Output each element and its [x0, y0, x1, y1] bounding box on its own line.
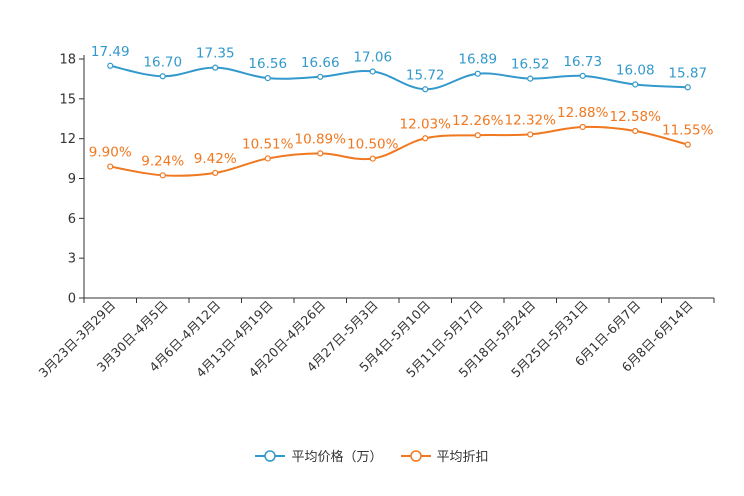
data-label-1-0: 9.90%	[89, 145, 132, 161]
data-label-1-7: 12.26%	[452, 113, 504, 129]
legend-item-discount[interactable]: 平均折扣	[400, 446, 489, 465]
data-point-1-6[interactable]	[422, 135, 429, 142]
y-tick-label: 18	[59, 53, 76, 68]
legend-line-circle-icon	[255, 449, 286, 462]
data-point-0-3[interactable]	[264, 75, 271, 82]
y-tick-label: 0	[68, 292, 76, 307]
data-label-1-9: 12.88%	[557, 105, 609, 121]
data-point-1-9[interactable]	[579, 123, 586, 131]
series-line-0	[110, 64, 688, 91]
data-point-1-2[interactable]	[212, 169, 219, 177]
y-tick-label: 15	[59, 92, 76, 107]
data-point-1-10[interactable]	[632, 127, 639, 135]
data-label-0-6: 15.72	[406, 67, 445, 83]
data-point-1-3[interactable]	[264, 155, 271, 162]
y-tick-label: 9	[68, 172, 76, 187]
data-label-1-6: 12.03%	[400, 116, 452, 132]
data-label-0-9: 16.73	[563, 54, 602, 70]
data-label-0-3: 16.56	[248, 56, 287, 72]
data-point-0-0[interactable]	[107, 62, 114, 69]
data-label-1-3: 10.51%	[242, 136, 294, 152]
legend-line-circle-icon	[400, 449, 431, 462]
data-point-0-5[interactable]	[369, 68, 376, 75]
data-point-0-2[interactable]	[212, 64, 219, 71]
data-label-1-11: 11.55%	[662, 123, 714, 139]
data-label-0-11: 15.87	[668, 65, 707, 81]
legend-item-price[interactable]: 平均价格（万）	[255, 446, 383, 465]
data-label-0-4: 16.66	[301, 55, 340, 71]
data-label-0-10: 16.08	[616, 62, 655, 78]
data-point-0-1[interactable]	[159, 73, 166, 80]
legend: 平均价格（万） 平均折扣	[0, 446, 744, 465]
data-label-1-2: 9.42%	[194, 151, 237, 167]
data-label-0-5: 17.06	[353, 49, 392, 65]
data-point-1-0[interactable]	[107, 163, 114, 170]
data-point-1-8[interactable]	[527, 131, 534, 138]
data-point-0-9[interactable]	[579, 72, 586, 79]
data-point-0-11[interactable]	[684, 84, 691, 91]
data-label-0-0: 17.49	[91, 44, 130, 60]
data-label-0-8: 16.52	[511, 57, 550, 73]
data-label-1-4: 10.89%	[295, 131, 347, 147]
data-point-0-10[interactable]	[632, 81, 639, 88]
series-layer	[107, 62, 691, 179]
y-tick-label: 6	[68, 212, 76, 227]
y-tick-label: 3	[68, 252, 76, 267]
data-label-1-5: 10.50%	[347, 137, 399, 153]
data-label-0-7: 16.89	[458, 52, 497, 68]
data-point-0-4[interactable]	[317, 73, 324, 80]
series-line-1	[110, 125, 689, 177]
data-labels: 17.49 16.70 17.35 16.56 16.66 17.06 15.72 16.89…	[89, 44, 714, 170]
data-point-1-11[interactable]	[684, 141, 691, 148]
data-point-0-7[interactable]	[474, 70, 481, 77]
data-label-0-2: 17.35	[196, 46, 235, 62]
data-point-0-8[interactable]	[527, 75, 534, 82]
y-tick-label: 12	[59, 132, 76, 147]
x-axis: 3月23日-3月29日3月30日-4月5日4月6日-4月12日4月13日-4月1…	[35, 297, 715, 380]
data-point-1-4[interactable]	[317, 150, 324, 157]
data-point-1-5[interactable]	[369, 155, 376, 162]
data-point-0-6[interactable]	[422, 86, 429, 93]
data-label-1-1: 9.24%	[141, 153, 184, 169]
data-label-1-10: 12.58%	[610, 109, 662, 125]
data-point-1-1[interactable]	[159, 172, 166, 179]
y-axis: 0 3 6 9 12 15 18	[59, 53, 85, 307]
data-label-1-8: 12.32%	[505, 112, 557, 128]
legend-label-discount: 平均折扣	[436, 450, 489, 465]
legend-label-price: 平均价格（万）	[291, 450, 383, 465]
data-label-0-1: 16.70	[143, 54, 182, 70]
data-point-1-7[interactable]	[474, 132, 481, 139]
